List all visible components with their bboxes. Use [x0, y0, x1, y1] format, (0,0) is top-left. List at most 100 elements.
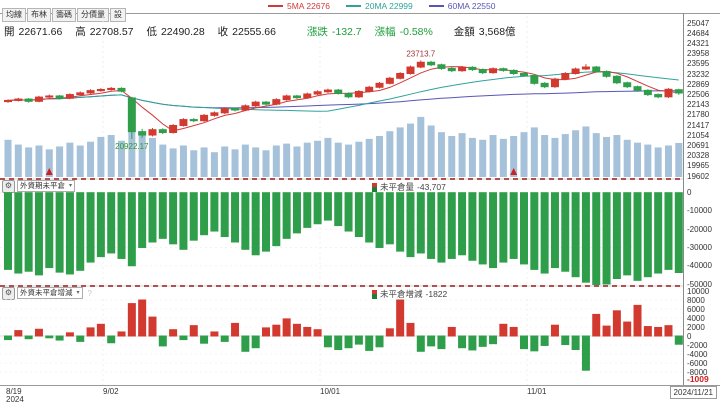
- oi-value-label: 未平倉量: [380, 182, 415, 192]
- legend-label-5ma: 5MA 22676: [287, 1, 331, 11]
- chg-axis-label: 6000: [687, 304, 705, 314]
- x-axis-label: 9/02: [103, 387, 119, 396]
- ma20-line-swatch-icon: [346, 5, 362, 7]
- amount-value: 3,568億: [478, 26, 516, 38]
- change-value: -132.7: [331, 26, 362, 38]
- chg-axis-label: -4000: [687, 349, 708, 359]
- chevron-down-icon: ▾: [76, 290, 80, 296]
- oi-axis-label: -40000: [687, 261, 712, 271]
- panel-divider-1[interactable]: [0, 178, 683, 180]
- legend-item-60ma: 60MA 22550: [428, 1, 496, 11]
- price-axis-label: 19602: [687, 171, 710, 181]
- tab-bollinger[interactable]: 布林: [27, 8, 51, 22]
- legend-item-5ma: 5MA 22676: [268, 1, 330, 11]
- oi-change-chart[interactable]: [0, 299, 683, 385]
- x-axis-year-label: 2024: [6, 395, 24, 404]
- close-label: 收: [217, 26, 229, 38]
- bottom-border: [0, 385, 720, 386]
- chg-axis-label: 8000: [687, 295, 705, 305]
- price-axis-label: 22869: [687, 79, 710, 89]
- price-axis-label: 23958: [687, 49, 710, 59]
- chg-axis-label: 2000: [687, 322, 705, 332]
- svg-text:20922.17: 20922.17: [115, 142, 149, 151]
- axis-separator: [683, 13, 684, 385]
- gear-icon[interactable]: ⚙: [2, 286, 15, 300]
- x-axis-label: 11/01: [527, 387, 547, 396]
- price-axis-label: 22506: [687, 89, 710, 99]
- oi-value-readout: 未平倉量 -43,707: [372, 181, 446, 193]
- chg-axis-label: 10000: [687, 286, 710, 296]
- chg-axis-label: -2000: [687, 340, 708, 350]
- chg-panel-header: ⚙ 外資未平倉增減 ▾ ?: [0, 286, 683, 300]
- price-axis-label: 24684: [687, 28, 710, 38]
- chg-axis-label: -6000: [687, 358, 708, 368]
- chg-axis-label: 4000: [687, 313, 705, 323]
- chg-indicator-dropdown[interactable]: 外資未平倉增減 ▾: [17, 287, 83, 299]
- quote-bar: 開 22671.66 高 22708.57 低 22490.28 收 22555.66 …: [4, 24, 520, 39]
- chg-axis-label: 0: [687, 331, 692, 341]
- oi-indicator-dropdown[interactable]: 外資期未平倉 ▾: [17, 180, 76, 192]
- price-axis-label: 24321: [687, 38, 710, 48]
- ma60-line-swatch-icon: [428, 5, 444, 7]
- oi-dropdown-label: 外資期未平倉: [20, 181, 65, 190]
- tab-chips[interactable]: 籌碼: [52, 8, 76, 22]
- price-axis-label: 19965: [687, 161, 710, 171]
- chg-value-readout: 未平倉增減 -1822: [372, 288, 447, 300]
- price-axis-label: 23232: [687, 69, 710, 79]
- legend-label-20ma: 20MA 22999: [365, 1, 413, 11]
- svg-text:23713.7: 23713.7: [406, 49, 435, 58]
- top-border: [0, 13, 720, 14]
- price-axis-label: 20328: [687, 151, 710, 161]
- price-axis-label: 20691: [687, 140, 710, 150]
- change-pct-label: 漲幅: [374, 26, 396, 38]
- oi-axis-label: -30000: [687, 242, 712, 252]
- oi-axis-label: -10000: [687, 206, 712, 216]
- chg-axis-label: -8000: [687, 367, 708, 377]
- legend-item-20ma: 20MA 22999: [346, 1, 413, 11]
- open-label: 開: [4, 26, 15, 38]
- oi-panel-header: ⚙ 外資期未平倉 ▾: [0, 179, 683, 193]
- gear-icon[interactable]: ⚙: [2, 179, 15, 193]
- panel-divider-2[interactable]: [0, 285, 683, 287]
- main-candlestick-chart[interactable]: 23713.7 20922.17: [0, 14, 683, 178]
- price-axis-label: 21780: [687, 110, 710, 120]
- open-interest-chart[interactable]: [0, 192, 683, 285]
- price-axis-label: 21054: [687, 130, 710, 140]
- chg-dropdown-label: 外資未平倉增減: [20, 288, 73, 297]
- open-value: 22671.66: [18, 26, 63, 38]
- high-value: 22708.57: [89, 26, 134, 38]
- price-axis-label: 23595: [687, 59, 710, 69]
- oi-axis-label: -20000: [687, 224, 712, 234]
- current-value-label: -1009: [687, 374, 709, 384]
- mini-candle-icon: [372, 182, 377, 192]
- tab-settings[interactable]: 設: [110, 8, 126, 22]
- help-icon[interactable]: ?: [87, 288, 92, 298]
- tab-volume-profile[interactable]: 分價量: [77, 8, 109, 22]
- low-label: 低: [146, 26, 157, 38]
- chevron-down-icon: ▾: [69, 183, 73, 189]
- chg-value-label: 未平倉增減: [380, 289, 423, 299]
- price-axis-label: 22143: [687, 100, 710, 110]
- price-axis-label: 21417: [687, 120, 710, 130]
- tab-moving-average[interactable]: 均線: [2, 8, 26, 22]
- close-value: 22555.66: [232, 26, 276, 38]
- amount-label: 金額: [453, 26, 475, 38]
- oi-axis-label: -50000: [687, 279, 712, 289]
- change-pct-value: -0.58%: [399, 26, 433, 38]
- x-axis-label: 10/01: [320, 387, 341, 396]
- last-date-box: 2024/11/21: [669, 386, 717, 399]
- mini-candle-icon: [372, 289, 377, 299]
- low-value: 22490.28: [160, 26, 205, 38]
- chg-value: -1822: [425, 289, 448, 299]
- change-label: 漲跌: [306, 26, 328, 38]
- ma5-line-swatch-icon: [268, 5, 283, 7]
- high-label: 高: [75, 26, 86, 38]
- ma-legend: 5MA 22676 20MA 22999 60MA 22550: [268, 1, 495, 11]
- oi-value: -43,707: [417, 182, 446, 192]
- x-axis-label: 8/19: [6, 387, 22, 396]
- legend-label-60ma: 60MA 22550: [447, 1, 496, 11]
- price-axis-label: 25047: [687, 18, 710, 28]
- oi-axis-label: 0: [687, 188, 692, 198]
- indicator-tabs: 均線 布林 籌碼 分價量 設: [2, 8, 126, 22]
